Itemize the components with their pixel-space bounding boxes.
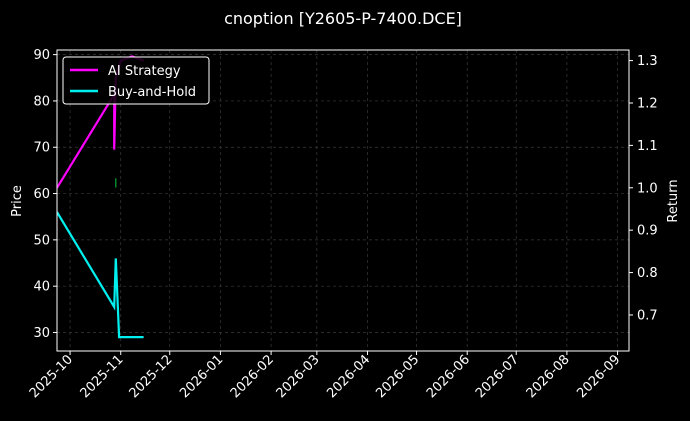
y-axis-label: Price (10, 185, 25, 217)
y2-axis-label: Return (666, 179, 681, 222)
y2-tick-label: 0.7 (637, 308, 658, 323)
legend-label-ai-strategy: AI Strategy (108, 64, 181, 79)
legend-label-buy-and-hold: Buy-and-Hold (108, 85, 196, 100)
y2-tick-label: 1.0 (637, 181, 658, 196)
y-axis-left: 30 40 50 60 70 80 90 (33, 48, 57, 341)
plot-frame (56, 49, 630, 352)
legend-box (62, 56, 210, 105)
series-line-buy-and-hold (57, 211, 144, 339)
y-tick-label: 40 (33, 280, 50, 295)
y-tick-label: 70 (33, 141, 50, 156)
y-tick-label: 60 (33, 187, 50, 202)
y2-tick-label: 1.2 (637, 96, 658, 111)
y2-tick-label: 1.1 (637, 139, 658, 154)
y2-tick-label: 1.3 (637, 54, 658, 69)
y-axis-right: 0.7 0.8 0.9 1.0 1.1 1.2 1.3 (629, 54, 658, 323)
legend: AI Strategy Buy-and-Hold (62, 56, 210, 105)
y-tick-label: 50 (33, 233, 50, 248)
y-tick-label: 80 (33, 94, 50, 109)
y2-tick-label: 0.9 (637, 224, 658, 239)
chart-title: cnoption [Y2605-P-7400.DCE] (224, 9, 462, 28)
y-tick-label: 30 (33, 326, 50, 341)
y2-tick-label: 0.8 (637, 266, 658, 281)
y-tick-label: 90 (33, 48, 50, 63)
